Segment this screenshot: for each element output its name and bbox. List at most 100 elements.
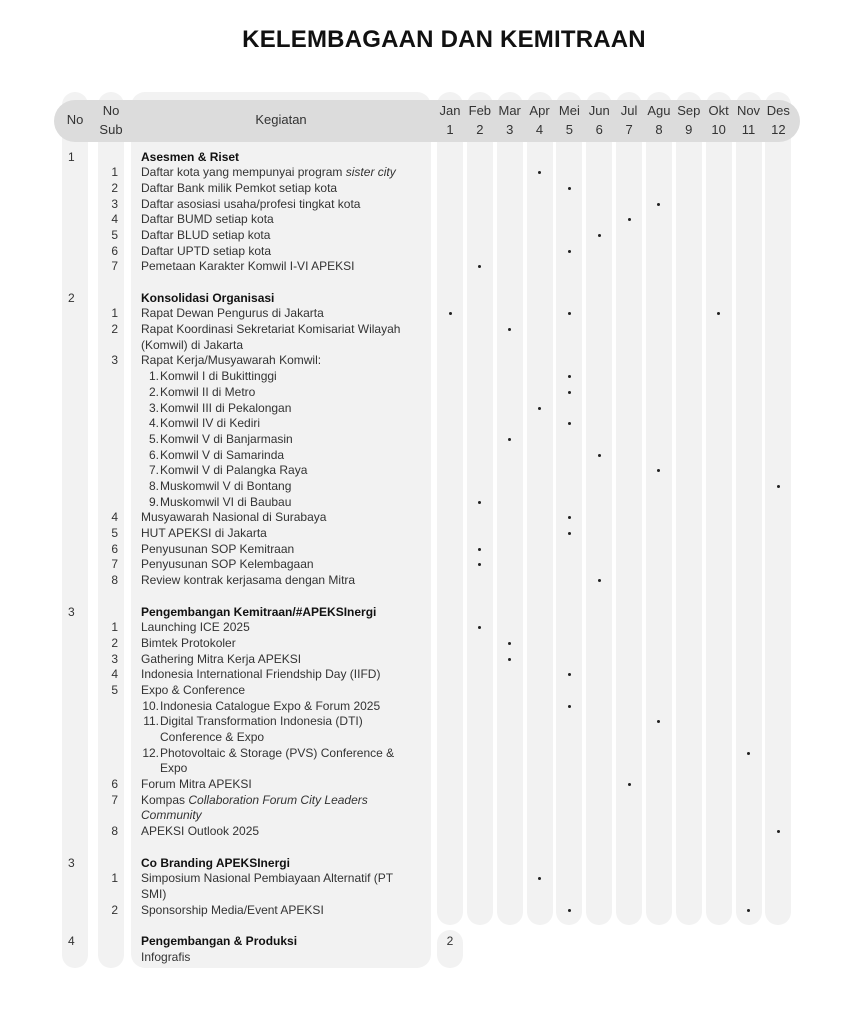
- schedule-dot: [567, 422, 571, 426]
- row-sub-no: 6: [111, 243, 118, 258]
- schedule-dot: [478, 547, 482, 551]
- page-title: KELEMBAGAAN DAN KEMITRAAN: [242, 26, 646, 53]
- text-part: Komwil III di Pekalongan: [160, 400, 292, 415]
- schedule-dot: [717, 312, 721, 316]
- text-part: Infografis: [141, 949, 191, 964]
- activity-text: Photovoltaic & Storage (PVS) Conference …: [160, 746, 394, 762]
- header-kegiatan: Kegiatan: [255, 112, 307, 127]
- header-month-number: 9: [685, 122, 693, 137]
- header-month-number: 10: [711, 122, 726, 137]
- activity-text: Komwil V di Palangka Raya: [160, 463, 307, 479]
- text-part: Digital Transformation Indonesia (DTI): [160, 714, 363, 729]
- schedule-dot: [567, 704, 571, 708]
- row-sub-no: 3: [111, 353, 118, 368]
- row-item-number: 10.: [142, 698, 159, 713]
- text-part: Musyawarah Nasional di Surabaya: [141, 510, 327, 525]
- row-item-number: 3.: [148, 400, 159, 415]
- text-part: Community: [141, 808, 202, 823]
- header-no: No: [66, 112, 84, 127]
- row-item-number: 2.: [148, 384, 159, 399]
- text-part: Rapat Kerja/Musyawarah Komwil:: [141, 353, 322, 368]
- row-item-number: 5.: [148, 431, 159, 446]
- text-part: Pengembangan Kemitraan/#APEKSInergi: [141, 604, 377, 619]
- row-sub-no: 2: [111, 180, 118, 195]
- activity-text: Conference & Expo: [160, 730, 264, 746]
- activity-text: Launching ICE 2025: [141, 620, 250, 636]
- schedule-dot: [567, 532, 571, 536]
- text-part: Pemetaan Karakter Komwil I-VI APEKSI: [141, 259, 355, 274]
- schedule-dot: [478, 265, 482, 269]
- header-no-sub-1: No: [102, 103, 120, 118]
- activity-text: Indonesia International Friendship Day (…: [141, 667, 380, 683]
- schedule-dot: [448, 312, 452, 316]
- header-month-number: 5: [565, 122, 573, 137]
- text-part: Komwil V di Samarinda: [160, 447, 285, 462]
- extra-value: 2: [446, 934, 454, 948]
- row-sub-no: 8: [111, 824, 118, 839]
- text-part: Komwil V di Palangka Raya: [160, 463, 308, 478]
- text-part: Komwil IV di Kediri: [160, 416, 261, 431]
- activity-text: Komwil II di Metro: [160, 385, 255, 401]
- schedule-dot: [567, 375, 571, 379]
- text-part: Photovoltaic & Storage (PVS) Conference …: [160, 745, 395, 760]
- text-part: Daftar asosiasi usaha/profesi tingkat ko…: [141, 196, 361, 211]
- activity-text: Rapat Dewan Pengurus di Jakarta: [141, 306, 324, 322]
- activity-text: HUT APEKSI di Jakarta: [141, 526, 267, 542]
- column-month-bg: [466, 92, 493, 925]
- activity-text: Bimtek Protokoler: [141, 636, 236, 652]
- header-month-number: 3: [506, 122, 514, 137]
- row-sub-no: 2: [111, 635, 118, 650]
- activity-text: Daftar BLUD setiap kota: [141, 228, 270, 244]
- activity-text: Daftar asosiasi usaha/profesi tingkat ko…: [141, 197, 360, 213]
- row-sub-no: 2: [111, 902, 118, 917]
- text-part: HUT APEKSI di Jakarta: [141, 526, 267, 541]
- activity-text: Komwil V di Samarinda: [160, 448, 284, 464]
- header-month-number: 1: [446, 122, 454, 137]
- text-part: Co Branding APEKSInergi: [141, 855, 290, 870]
- header-month-number: 2: [476, 122, 484, 137]
- text-part: APEKSI Outlook 2025: [141, 824, 260, 839]
- activity-text: Expo & Conference: [141, 683, 245, 699]
- text-part: Daftar kota yang mempunyai program: [141, 165, 346, 180]
- activity-text: SMI): [141, 887, 166, 903]
- text-part: Conference & Expo: [160, 730, 265, 745]
- activity-text: Community: [141, 808, 202, 824]
- schedule-dot: [657, 720, 661, 724]
- row-sub-no: 7: [111, 259, 118, 274]
- header-month-name: Jul: [620, 103, 638, 118]
- schedule-dot: [597, 453, 601, 457]
- row-sub-no: 4: [111, 667, 118, 682]
- text-part: Daftar BUMD setiap kota: [141, 212, 274, 227]
- text-part: Launching ICE 2025: [141, 620, 250, 635]
- schedule-dot: [538, 171, 542, 175]
- column-month-bg: [496, 92, 523, 925]
- activity-text: APEKSI Outlook 2025: [141, 824, 259, 840]
- schedule-dot: [747, 751, 750, 755]
- activity-text: (Komwil) di Jakarta: [141, 338, 243, 354]
- schedule-dot: [776, 830, 780, 834]
- header-month-number: 7: [625, 122, 633, 137]
- schedule-dot: [567, 312, 571, 316]
- text-part: Expo: [160, 761, 188, 776]
- schedule-dot: [627, 218, 631, 222]
- text-part: Muskomwil VI di Baubau: [160, 494, 292, 509]
- column-month-bg: [616, 92, 643, 925]
- row-sub-no: 6: [111, 777, 118, 792]
- activity-text: Daftar Bank milik Pemkot setiap kota: [141, 181, 337, 197]
- schedule-dot: [478, 626, 482, 630]
- row-sub-no: 4: [111, 510, 118, 525]
- row-no: 4: [68, 934, 75, 948]
- activity-text: Digital Transformation Indonesia (DTI): [160, 714, 363, 730]
- column-month-bg: [645, 92, 672, 925]
- schedule-dot: [597, 233, 601, 237]
- activity-text: Review kontrak kerjasama dengan Mitra: [141, 573, 355, 589]
- header-month-name: Okt: [708, 103, 729, 118]
- activity-text: Infografis: [141, 950, 190, 966]
- header-month-number: 4: [535, 122, 544, 137]
- row-sub-no: 8: [111, 573, 118, 588]
- activity-text: Penyusunan SOP Kelembagaan: [141, 557, 314, 573]
- row-item-number: 8.: [148, 478, 159, 493]
- schedule-dot: [508, 437, 512, 441]
- header-month-number: 11: [741, 122, 756, 137]
- activity-text: Daftar UPTD setiap kota: [141, 244, 271, 260]
